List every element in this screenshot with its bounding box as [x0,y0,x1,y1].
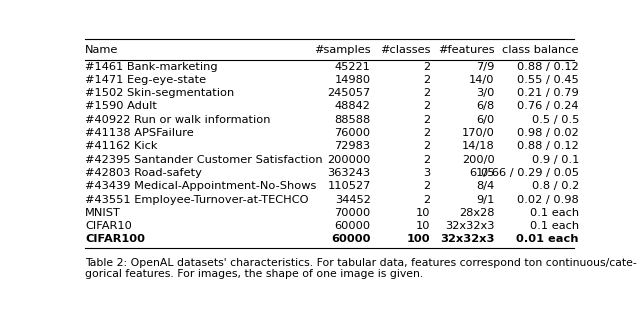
Text: 200000: 200000 [327,155,371,165]
Text: 363243: 363243 [328,168,371,178]
Text: 28x28: 28x28 [459,208,495,218]
Text: CIFAR10: CIFAR10 [85,221,132,231]
Text: 2: 2 [423,141,430,151]
Text: 14/0: 14/0 [469,75,495,85]
Text: 0.21 / 0.79: 0.21 / 0.79 [517,88,579,98]
Text: 110527: 110527 [327,181,371,191]
Text: 2: 2 [423,88,430,98]
Text: 0.55 / 0.45: 0.55 / 0.45 [517,75,579,85]
Text: 0.98 / 0.02: 0.98 / 0.02 [517,128,579,138]
Text: 2: 2 [423,181,430,191]
Text: #42803 Road-safety: #42803 Road-safety [85,168,202,178]
Text: 0.9 / 0.1: 0.9 / 0.1 [532,155,579,165]
Text: 2: 2 [423,62,430,72]
Text: #43439 Medical-Appointment-No-Shows: #43439 Medical-Appointment-No-Shows [85,181,316,191]
Text: Table 2: OpenAL datasets' characteristics. For tabular data, features correspond: Table 2: OpenAL datasets' characteristic… [85,258,637,279]
Text: 2: 2 [423,155,430,165]
Text: 2: 2 [423,195,430,204]
Text: 72983: 72983 [335,141,371,151]
Text: #1590 Adult: #1590 Adult [85,101,157,111]
Text: 45221: 45221 [335,62,371,72]
Text: 0.88 / 0.12: 0.88 / 0.12 [517,141,579,151]
Text: 7/9: 7/9 [476,62,495,72]
Text: 6/8: 6/8 [476,101,495,111]
Text: 88588: 88588 [335,115,371,125]
Text: 60000: 60000 [331,235,371,244]
Text: 10: 10 [415,208,430,218]
Text: #samples: #samples [314,45,371,55]
Text: 0.1 each: 0.1 each [530,221,579,231]
Text: 0.1 each: 0.1 each [530,208,579,218]
Text: 14/18: 14/18 [462,141,495,151]
Text: 34452: 34452 [335,195,371,204]
Text: 2: 2 [423,75,430,85]
Text: 14980: 14980 [335,75,371,85]
Text: 0.02 / 0.98: 0.02 / 0.98 [517,195,579,204]
Text: Name: Name [85,45,118,55]
Text: #classes: #classes [380,45,430,55]
Text: 2: 2 [423,115,430,125]
Text: #1471 Eeg-eye-state: #1471 Eeg-eye-state [85,75,206,85]
Text: 70000: 70000 [335,208,371,218]
Text: #43551 Employee-Turnover-at-TECHCO: #43551 Employee-Turnover-at-TECHCO [85,195,308,204]
Text: 9/1: 9/1 [476,195,495,204]
Text: #42395 Santander Customer Satisfaction: #42395 Santander Customer Satisfaction [85,155,323,165]
Text: 200/0: 200/0 [462,155,495,165]
Text: 6/0: 6/0 [476,115,495,125]
Text: 0.66 / 0.29 / 0.05: 0.66 / 0.29 / 0.05 [481,168,579,178]
Text: #features: #features [438,45,495,55]
Text: MNIST: MNIST [85,208,121,218]
Text: 32x32x3: 32x32x3 [440,235,495,244]
Text: 170/0: 170/0 [462,128,495,138]
Text: 0.01 each: 0.01 each [516,235,579,244]
Text: 0.76 / 0.24: 0.76 / 0.24 [518,101,579,111]
Text: class balance: class balance [502,45,579,55]
Text: #1461 Bank-marketing: #1461 Bank-marketing [85,62,218,72]
Text: #40922 Run or walk information: #40922 Run or walk information [85,115,271,125]
Text: CIFAR100: CIFAR100 [85,235,145,244]
Text: 48842: 48842 [335,101,371,111]
Text: 61/5: 61/5 [469,168,495,178]
Text: #41138 APSFailure: #41138 APSFailure [85,128,194,138]
Text: 0.88 / 0.12: 0.88 / 0.12 [517,62,579,72]
Text: 245057: 245057 [328,88,371,98]
Text: 0.8 / 0.2: 0.8 / 0.2 [532,181,579,191]
Text: 76000: 76000 [335,128,371,138]
Text: 100: 100 [406,235,430,244]
Text: 3: 3 [423,168,430,178]
Text: 2: 2 [423,101,430,111]
Text: 60000: 60000 [335,221,371,231]
Text: 2: 2 [423,128,430,138]
Text: 3/0: 3/0 [476,88,495,98]
Text: #1502 Skin-segmentation: #1502 Skin-segmentation [85,88,234,98]
Text: 0.5 / 0.5: 0.5 / 0.5 [532,115,579,125]
Text: #41162 Kick: #41162 Kick [85,141,157,151]
Text: 8/4: 8/4 [476,181,495,191]
Text: 10: 10 [415,221,430,231]
Text: 32x32x3: 32x32x3 [445,221,495,231]
